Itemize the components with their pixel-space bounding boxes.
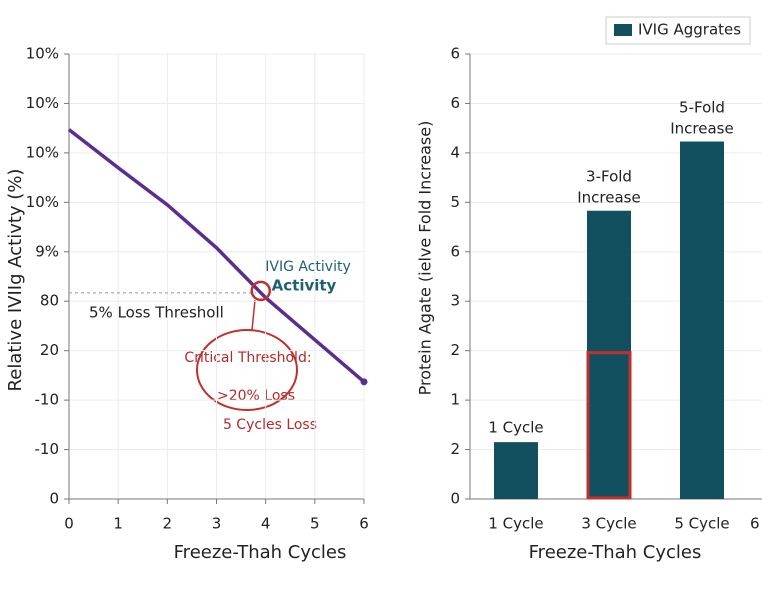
x-tick-label: 1 xyxy=(113,515,123,533)
bar xyxy=(587,210,631,499)
threshold-label: 5% Loss Thresholl xyxy=(89,303,224,321)
value-label: 1 Cycle xyxy=(488,419,543,437)
bar xyxy=(494,442,538,499)
annotation-connector xyxy=(251,299,256,331)
value-label: 5-Fold Increase xyxy=(670,98,733,137)
annotation: IVIG Activity xyxy=(265,259,351,275)
annotation: >20% Loss xyxy=(217,388,295,404)
end-point xyxy=(360,378,368,386)
bar xyxy=(680,141,724,499)
y-tick-label: 3 xyxy=(450,292,460,310)
x-tick-label: 5 xyxy=(310,515,320,533)
x-tick-label: 6 xyxy=(359,515,369,533)
x-tick-label: 3 xyxy=(212,515,222,533)
annotation: Critical Threshold: xyxy=(184,350,311,366)
data-line xyxy=(67,128,366,384)
y-tick-label: 20 xyxy=(40,341,59,359)
highlight-box xyxy=(586,351,632,500)
y-tick-label: 10% xyxy=(26,45,59,63)
y-tick-label: 6 xyxy=(450,242,460,260)
y-tick-label: 10% xyxy=(26,143,59,161)
x-tick-label: 1 Cycle xyxy=(488,515,543,533)
y-tick-label: 0 xyxy=(49,490,59,508)
y-axis-title: Protein Agate (ielve Fold Increase) xyxy=(416,121,435,396)
value-label: 3-Fold Increase xyxy=(577,167,640,206)
x-tick-label: 2 xyxy=(163,515,173,533)
y-tick-label: 6 xyxy=(450,94,460,112)
highlight-marker xyxy=(250,280,271,302)
y-tick-label: 1 xyxy=(450,391,460,409)
y-tick-label: 10% xyxy=(26,94,59,112)
x-tick-label: 6 xyxy=(750,515,760,533)
y-tick-label: 10% xyxy=(26,193,59,211)
annotation-ellipse xyxy=(196,329,298,411)
x-axis-title: Freeze-Thah Cycles xyxy=(174,542,347,563)
legend-swatch xyxy=(614,24,632,36)
legend-label: IVIG Aggrates xyxy=(638,21,741,39)
y-tick-label: 9% xyxy=(35,242,59,260)
y-tick-label: 80 xyxy=(40,292,59,310)
x-tick-label: 0 xyxy=(64,515,74,533)
x-tick-label: 4 xyxy=(261,515,271,533)
y-tick-label: 6 xyxy=(450,45,460,63)
y-axis-title: Relative IVIIg Activty (%) xyxy=(5,169,26,392)
annotation: 5 Cycles Loss xyxy=(223,417,317,433)
y-tick-label: 4 xyxy=(450,143,460,161)
y-tick-label: -10 xyxy=(35,391,60,409)
annotation: Activity xyxy=(272,277,337,295)
x-tick-label: 3 Cycle xyxy=(581,515,636,533)
y-tick-label: 0 xyxy=(450,490,460,508)
x-tick-label: 5 Cycle xyxy=(674,515,729,533)
y-tick-label: -10 xyxy=(35,440,60,458)
x-axis-title: Freeze-Thah Cycles xyxy=(529,542,702,563)
y-tick-label: 2 xyxy=(450,341,460,359)
y-tick-label: 2 xyxy=(450,440,460,458)
y-tick-label: 5 xyxy=(450,193,460,211)
